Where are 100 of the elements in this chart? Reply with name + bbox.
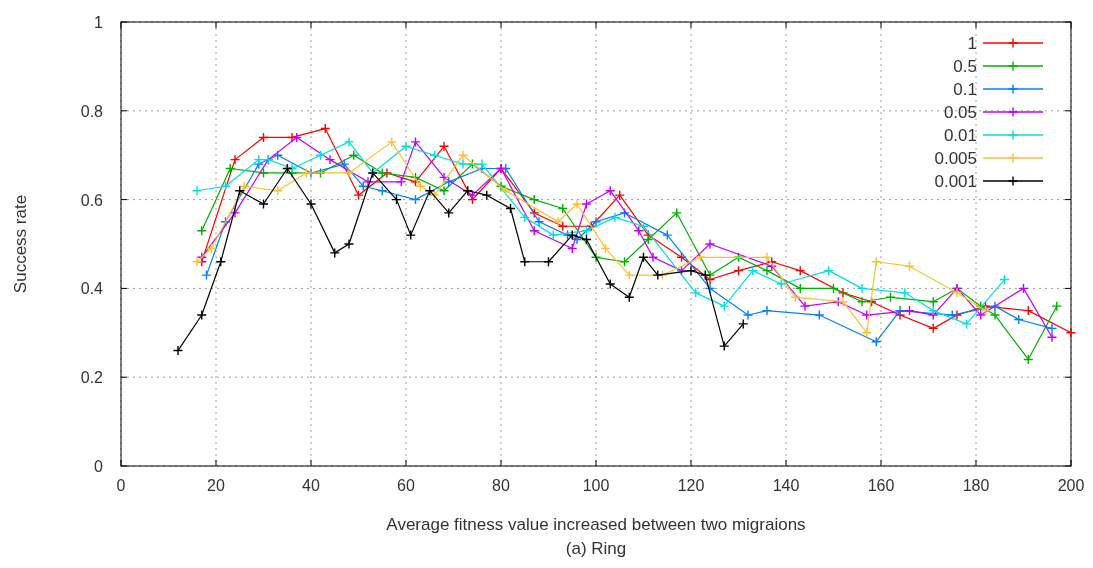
point: [172, 345, 184, 356]
x-tick-label: 140: [772, 477, 800, 494]
point: [899, 287, 910, 299]
point: [1051, 300, 1062, 312]
point: [761, 265, 773, 276]
point: [605, 278, 616, 290]
point: [258, 198, 269, 210]
y-tick-label: 0.8: [80, 102, 104, 120]
point: [229, 207, 241, 219]
point: [305, 198, 317, 210]
point: [457, 158, 469, 170]
point: [467, 189, 478, 201]
point: [400, 141, 412, 152]
x-tick-label: 60: [397, 477, 415, 494]
point: [438, 141, 450, 152]
point: [690, 287, 701, 299]
point: [353, 189, 364, 201]
point: [951, 287, 963, 299]
point: [671, 207, 682, 219]
point: [438, 185, 450, 196]
point: [1046, 332, 1058, 343]
x-tick-label: 100: [582, 477, 610, 494]
point: [339, 158, 350, 170]
x-tick-label: 80: [492, 477, 510, 494]
point: [581, 198, 592, 210]
point: [975, 309, 986, 321]
point: [191, 256, 203, 267]
legend-label: 0.01: [943, 126, 977, 145]
x-tick-label: 120: [677, 477, 705, 494]
point: [443, 207, 454, 219]
legend-label: 0.005: [934, 149, 977, 168]
point: [386, 136, 397, 148]
x-tick-label: 180: [962, 477, 990, 494]
point: [324, 154, 336, 165]
x-axis-title: Average fitness value increased between two migraions: [386, 515, 806, 534]
point: [229, 154, 241, 165]
point: [856, 296, 868, 307]
point: [567, 229, 578, 241]
legend-label: 0.001: [934, 172, 977, 191]
legend-label: 0.1: [953, 80, 977, 99]
point: [719, 340, 730, 352]
point: [362, 176, 374, 188]
point: [738, 318, 749, 330]
x-tick-label: 0: [116, 477, 126, 494]
x-tick-label: 20: [207, 477, 225, 494]
point: [329, 247, 340, 259]
point: [457, 150, 469, 161]
point: [837, 296, 849, 307]
point: [1065, 327, 1077, 338]
point: [410, 136, 421, 148]
y-axis-title: Success rate: [11, 194, 30, 294]
y-tick-label: 0.6: [80, 191, 104, 209]
x-tick-label: 40: [302, 477, 320, 494]
point: [776, 278, 787, 290]
point: [552, 216, 564, 227]
point: [191, 185, 203, 196]
x-tick-label: 200: [1057, 477, 1085, 494]
point: [989, 300, 1001, 312]
point: [742, 309, 754, 321]
point: [719, 300, 730, 312]
point: [799, 300, 811, 312]
point: [989, 309, 1001, 321]
point: [377, 167, 388, 179]
point: [396, 176, 407, 188]
point: [837, 287, 849, 299]
point: [814, 309, 825, 321]
point: [614, 189, 625, 201]
point: [201, 269, 212, 281]
point: [624, 269, 635, 281]
point: [662, 229, 673, 241]
point: [647, 252, 659, 263]
point: [685, 265, 697, 276]
y-tick-label: 0: [94, 458, 104, 475]
point: [609, 212, 621, 223]
point: [700, 269, 711, 281]
point: [704, 238, 716, 250]
x-tick-label: 160: [867, 477, 895, 494]
y-tick-label: 0.4: [80, 280, 104, 298]
point: [405, 229, 416, 241]
point: [590, 216, 602, 227]
point: [301, 167, 312, 179]
point: [343, 238, 355, 250]
point: [947, 309, 958, 321]
legend-label: 1: [967, 34, 977, 53]
legend-label: 0.05: [943, 103, 977, 122]
point: [343, 136, 355, 148]
point: [548, 229, 559, 241]
point: [961, 318, 972, 330]
point: [533, 216, 545, 227]
point: [761, 305, 773, 316]
point: [652, 269, 663, 281]
point: [343, 167, 355, 179]
point: [571, 198, 583, 210]
point: [761, 252, 773, 263]
point: [481, 189, 492, 201]
point: [856, 283, 868, 294]
legend-label: 0.5: [953, 57, 977, 76]
y-tick-label: 0.2: [80, 369, 104, 387]
point: [1046, 323, 1058, 334]
y-tick-label: 1: [94, 14, 104, 31]
